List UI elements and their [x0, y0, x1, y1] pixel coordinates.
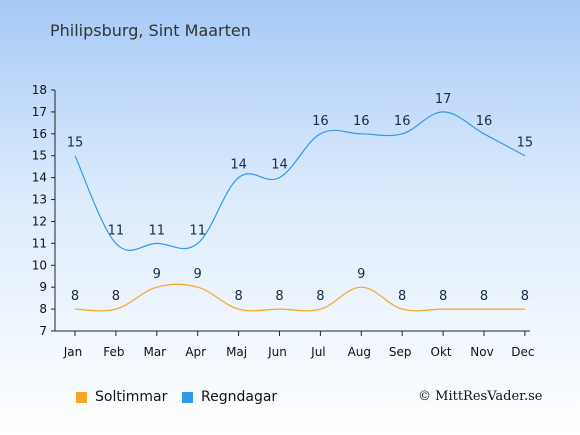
x-tick-label: Jan — [63, 345, 83, 359]
y-tick-label: 7 — [39, 324, 47, 338]
data-label-soltimmar: 8 — [275, 289, 283, 304]
series-line-regndagar — [74, 111, 526, 251]
y-tick-label: 9 — [39, 280, 47, 294]
copyright-text: © MittResVader.se — [418, 389, 543, 404]
x-tick-label: Aug — [348, 345, 371, 359]
data-label-soltimmar: 8 — [439, 289, 447, 304]
x-tick-label: Mar — [143, 345, 166, 359]
x-tick-label: Jul — [310, 345, 325, 359]
data-label-regndagar: 16 — [312, 114, 329, 129]
x-tick-label: Sep — [389, 345, 412, 359]
y-tick-label: 15 — [32, 149, 47, 163]
legend-label-regndagar: Regndagar — [201, 389, 278, 405]
data-label-regndagar: 11 — [149, 223, 166, 238]
y-tick-label: 16 — [32, 127, 47, 141]
data-label-regndagar: 15 — [67, 136, 84, 151]
data-label-soltimmar: 8 — [112, 289, 120, 304]
data-label-regndagar: 16 — [476, 114, 493, 129]
data-label-regndagar: 17 — [435, 92, 452, 107]
data-label-soltimmar: 8 — [316, 289, 324, 304]
data-label-regndagar: 16 — [353, 114, 370, 129]
data-label-soltimmar: 8 — [234, 289, 242, 304]
y-tick-label: 18 — [32, 83, 47, 97]
legend-item-soltimmar: Soltimmar — [76, 389, 167, 405]
y-tick-label: 17 — [32, 105, 47, 119]
series-line-soltimmar — [74, 283, 525, 312]
legend-item-regndagar: Regndagar — [182, 389, 277, 405]
y-tick-label: 11 — [32, 236, 47, 250]
y-tick-label: 8 — [39, 302, 47, 316]
data-label-soltimmar: 8 — [398, 289, 406, 304]
y-tick-label: 10 — [32, 258, 47, 272]
data-label-regndagar: 11 — [108, 223, 125, 238]
y-tick-label: 12 — [32, 214, 47, 228]
data-label-regndagar: 15 — [517, 136, 534, 151]
chart-title: Philipsburg, Sint Maarten — [50, 21, 251, 40]
x-tick-label: Apr — [185, 345, 206, 359]
legend-label-soltimmar: Soltimmar — [95, 389, 168, 405]
data-label-soltimmar: 9 — [194, 267, 202, 282]
data-label-soltimmar: 9 — [153, 267, 161, 282]
x-tick-label: Jun — [267, 345, 287, 359]
y-tick-label: 13 — [32, 193, 47, 207]
y-tick-label: 14 — [32, 171, 47, 185]
data-label-soltimmar: 8 — [521, 289, 529, 304]
data-label-soltimmar: 8 — [480, 289, 488, 304]
data-label-regndagar: 14 — [271, 158, 288, 173]
legend-swatch-regndagar — [182, 391, 193, 403]
x-tick-label: Dec — [511, 345, 534, 359]
data-label-soltimmar: 9 — [357, 267, 365, 282]
data-label-regndagar: 16 — [394, 114, 411, 129]
x-tick-label: Okt — [431, 345, 452, 359]
legend-swatch-soltimmar — [76, 391, 87, 403]
x-tick-label: Maj — [226, 345, 247, 359]
data-label-soltimmar: 8 — [71, 289, 79, 304]
data-label-regndagar: 11 — [189, 223, 206, 238]
x-tick-label: Nov — [470, 345, 493, 359]
data-label-regndagar: 14 — [230, 158, 247, 173]
x-tick-label: Feb — [103, 345, 124, 359]
